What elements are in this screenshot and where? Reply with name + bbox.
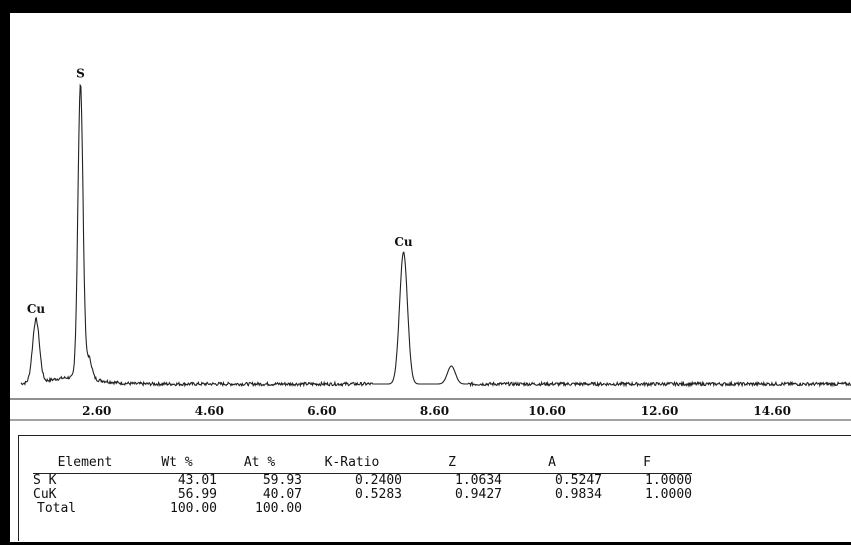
header-a: A xyxy=(502,456,602,474)
spectrum-trace xyxy=(20,83,851,388)
header-at-percent: At % xyxy=(217,456,302,474)
cell-f xyxy=(602,502,692,516)
x-axis: 2.60 4.60 6.60 8.60 10.60 12.60 14.60 xyxy=(10,398,851,421)
table-row: CuK 56.99 40.07 0.5283 0.9427 0.9834 1.0… xyxy=(33,488,692,502)
header-z: Z xyxy=(402,456,502,474)
x-tick-label: 14.60 xyxy=(753,404,791,418)
cell-f: 1.0000 xyxy=(645,487,692,502)
cell-k-ratio: 0.5283 xyxy=(355,487,402,502)
cell-element: CuK xyxy=(33,487,57,502)
cell-f: 1.0000 xyxy=(645,473,692,488)
x-tick-label: 10.60 xyxy=(528,404,566,418)
cell-at: 40.07 xyxy=(262,487,302,502)
cell-wt: 56.99 xyxy=(177,487,217,502)
cell-z: 0.9427 xyxy=(455,487,502,502)
table-row: S K 43.01 59.93 0.2400 1.0634 0.5247 1.0… xyxy=(33,474,692,489)
cell-z: 1.0634 xyxy=(455,473,502,488)
cell-a: 0.9834 xyxy=(555,487,602,502)
header-element: Element xyxy=(33,456,137,474)
eds-spectrum-chart: Cu S Cu 2.60 4.60 6.60 8.60 10.60 12.60 14.60 xyxy=(10,66,851,421)
cell-at: 100.00 xyxy=(255,501,302,516)
x-tick-label: 8.60 xyxy=(420,404,449,418)
header-f: F xyxy=(602,456,692,474)
cell-wt: 43.01 xyxy=(177,473,217,488)
x-tick-label: 6.60 xyxy=(307,404,336,418)
header-wt-percent: Wt % xyxy=(137,456,217,474)
peak-label-layer: Cu S Cu xyxy=(27,66,413,316)
x-tick-label: 2.60 xyxy=(82,404,111,418)
table-header-row: Element Wt % At % K-Ratio Z A F xyxy=(33,456,692,474)
x-tick-label: 4.60 xyxy=(195,404,224,418)
cell-k-ratio: 0.2400 xyxy=(355,473,402,488)
table-row-total: Total 100.00 100.00 xyxy=(33,502,692,516)
cell-element: Total xyxy=(37,501,77,516)
cell-a: 0.5247 xyxy=(555,473,602,488)
cell-wt: 100.00 xyxy=(170,501,217,516)
header-k-ratio: K-Ratio xyxy=(302,456,402,474)
quantification-results-panel: Element Wt % At % K-Ratio Z A F S K 43.0… xyxy=(18,435,851,541)
spectrum-trace-layer xyxy=(20,83,851,388)
peak-label-cu: Cu xyxy=(394,235,413,249)
peak-label-cu: Cu xyxy=(27,302,46,316)
x-tick-label: 12.60 xyxy=(641,404,679,418)
cell-k-ratio xyxy=(302,502,402,516)
quantification-table: Element Wt % At % K-Ratio Z A F S K 43.0… xyxy=(33,456,692,516)
peak-label-s: S xyxy=(76,66,85,80)
cell-element: S K xyxy=(33,473,57,488)
cell-at: 59.93 xyxy=(262,473,302,488)
cell-a xyxy=(502,502,602,516)
cell-z xyxy=(402,502,502,516)
